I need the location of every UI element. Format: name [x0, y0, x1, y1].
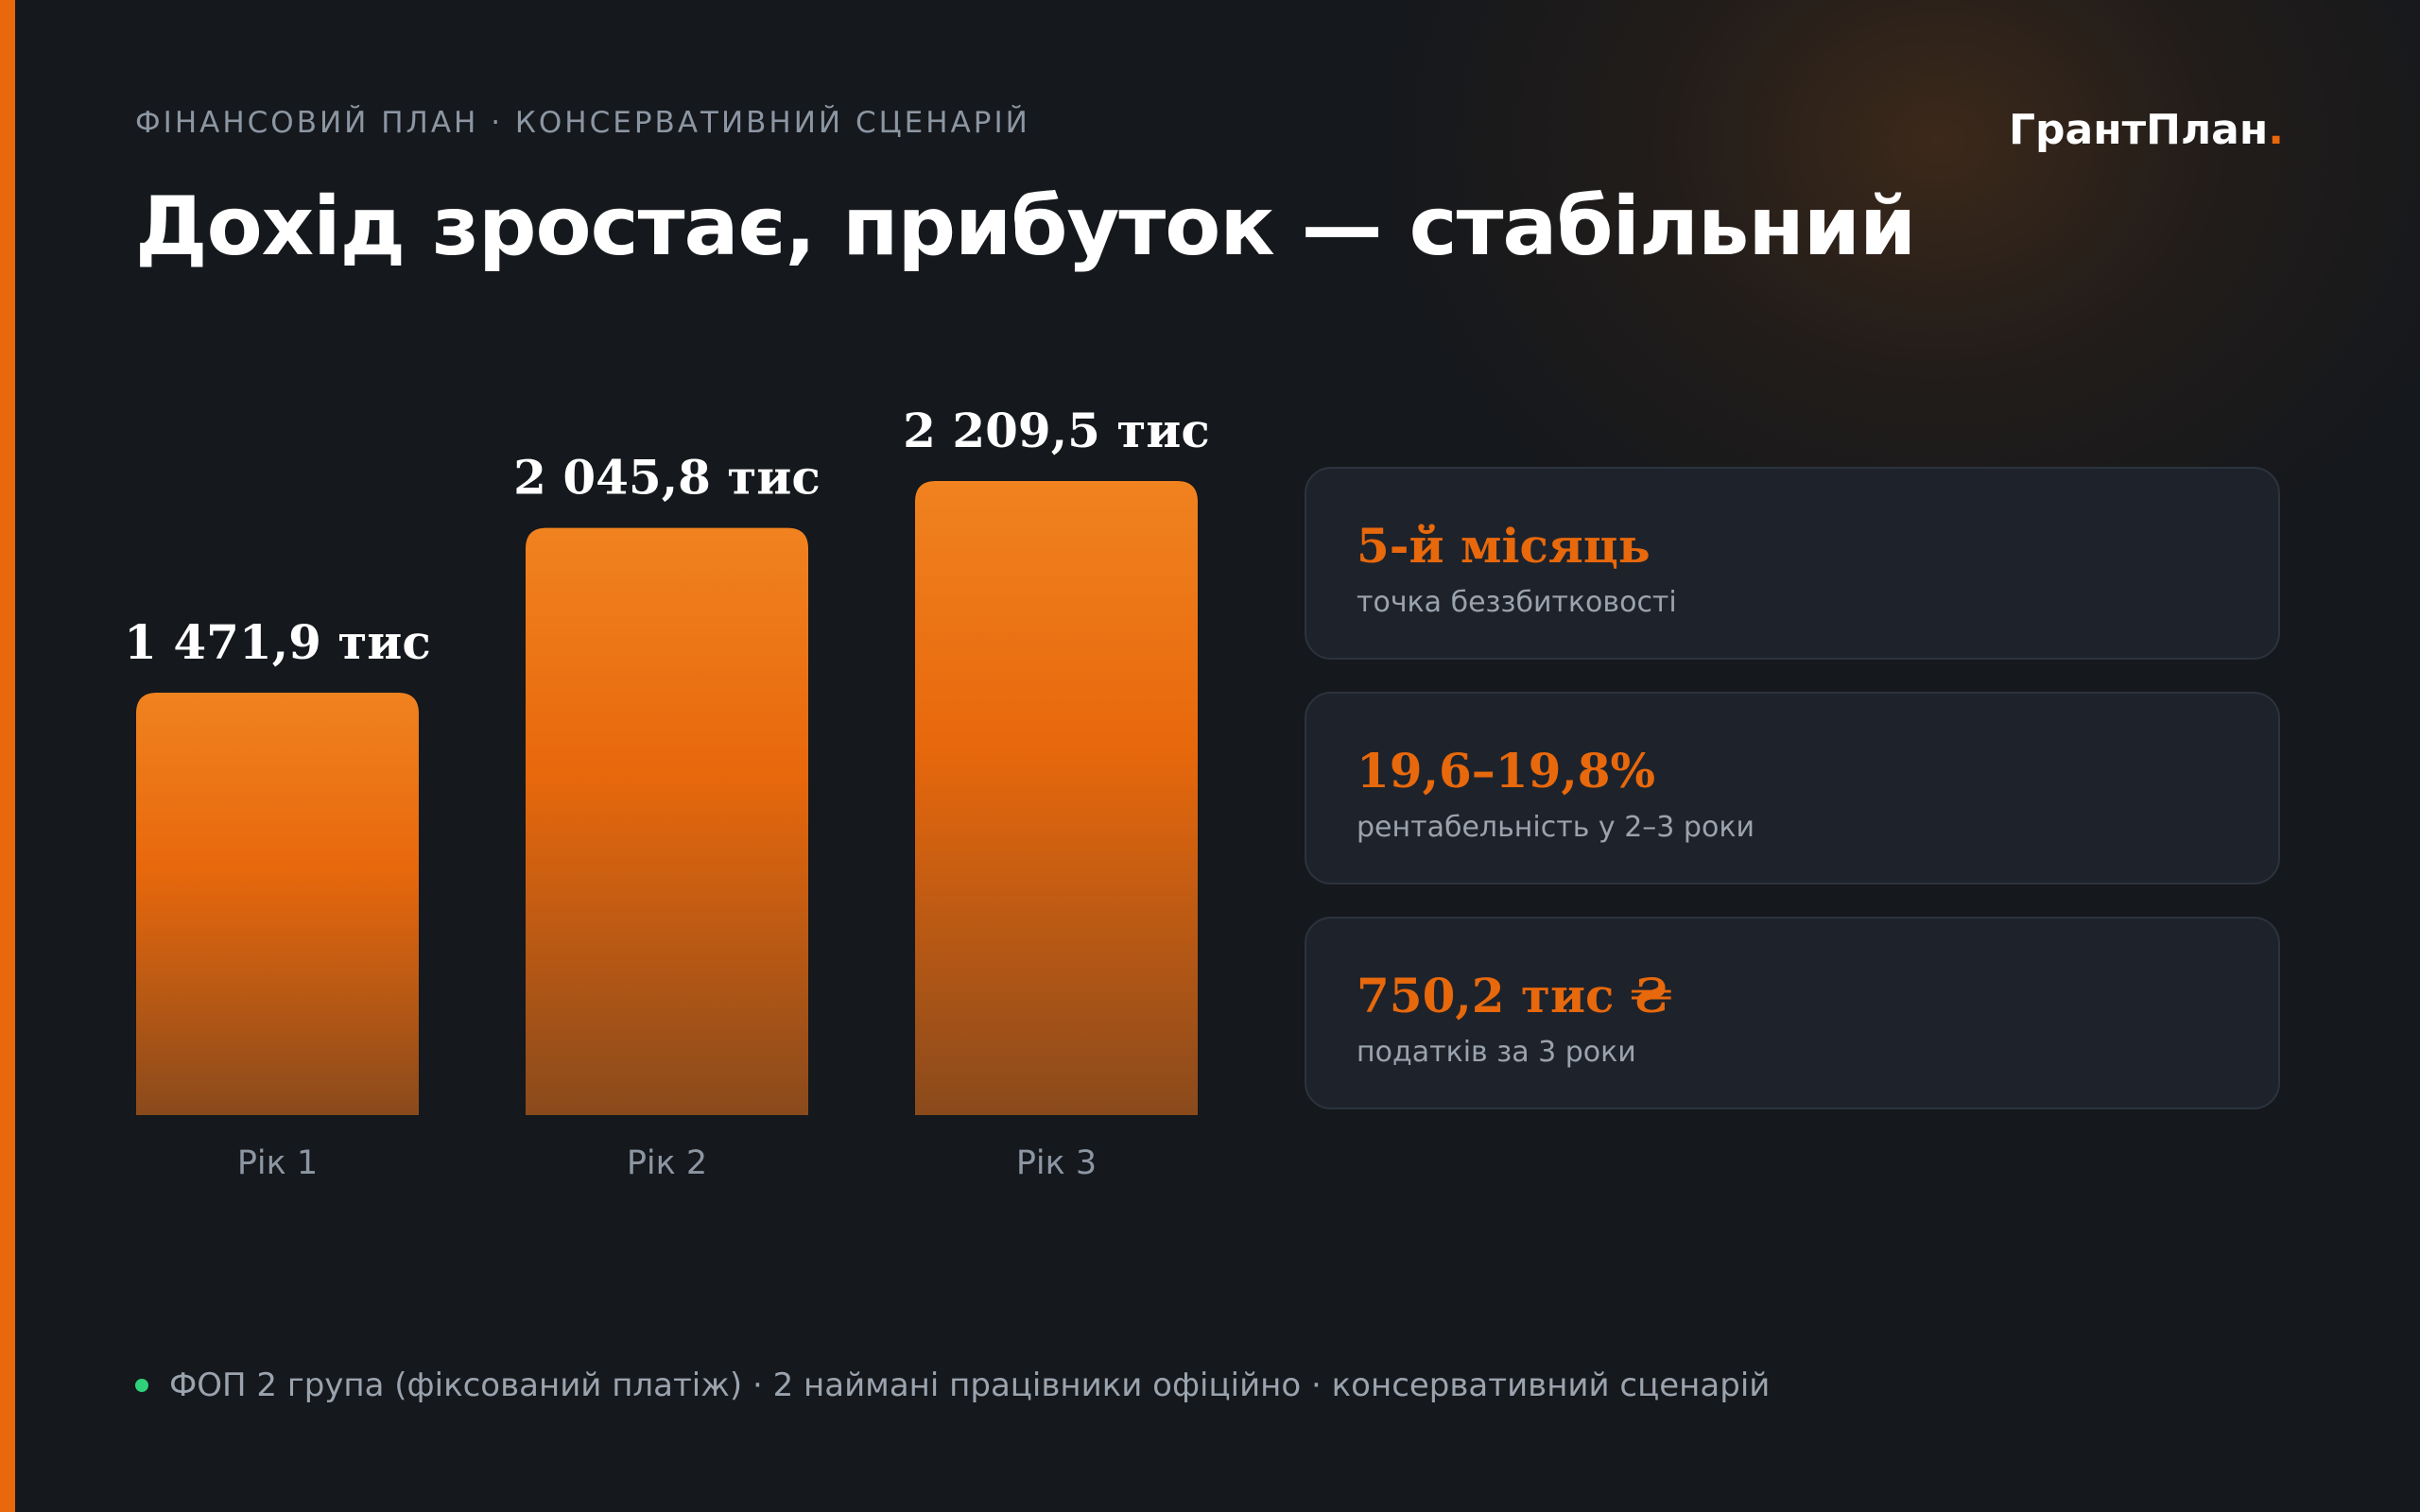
metric-value: 5-й місяць	[1357, 518, 1651, 574]
bar-year-1	[136, 692, 419, 1115]
footer-note: ФОП 2 група (фіксований платіж) · 2 найм…	[135, 1365, 1770, 1406]
metric-label: точка беззбитковості	[1357, 586, 1677, 619]
bar-value-label: 2 209,5 тис	[903, 403, 1210, 458]
metric-label: податків за 3 роки	[1357, 1036, 1636, 1069]
metric-card-breakeven: 5-й місяць точка беззбитковості	[1305, 467, 2280, 660]
brand-dot: .	[2268, 106, 2284, 154]
bar-year-2	[526, 527, 808, 1115]
accent-strip	[0, 0, 15, 1512]
x-tick-label: Рік 1	[237, 1144, 318, 1182]
metric-value: 19,6–19,8%	[1357, 743, 1656, 799]
x-tick-label: Рік 2	[627, 1144, 707, 1182]
bar-year-3	[915, 480, 1198, 1115]
metric-label: рентабельність у 2–3 роки	[1357, 811, 1754, 844]
x-tick-label: Рік 3	[1016, 1144, 1097, 1182]
footer-text: ФОП 2 група (фіксований платіж) · 2 найм…	[169, 1366, 1771, 1404]
status-dot	[135, 1379, 148, 1392]
bar-value-label: 2 045,8 тис	[513, 450, 821, 506]
brand-logo: ГрантПлан.	[2009, 106, 2284, 154]
metric-value: 750,2 тис ₴	[1357, 968, 1672, 1023]
metric-card-taxes: 750,2 тис ₴ податків за 3 роки	[1305, 917, 2280, 1109]
page-title: Дохід зростає, прибуток — стабільний	[135, 180, 1916, 274]
metric-card-profitability: 19,6–19,8% рентабельність у 2–3 роки	[1305, 692, 2280, 885]
eyebrow-label: ФІНАНСОВИЙ ПЛАН · КОНСЕРВАТИВНИЙ СЦЕНАРІ…	[135, 106, 1030, 140]
brand-name: ГрантПлан	[2009, 106, 2269, 154]
bar-value-label: 1 471,9 тис	[124, 614, 431, 670]
